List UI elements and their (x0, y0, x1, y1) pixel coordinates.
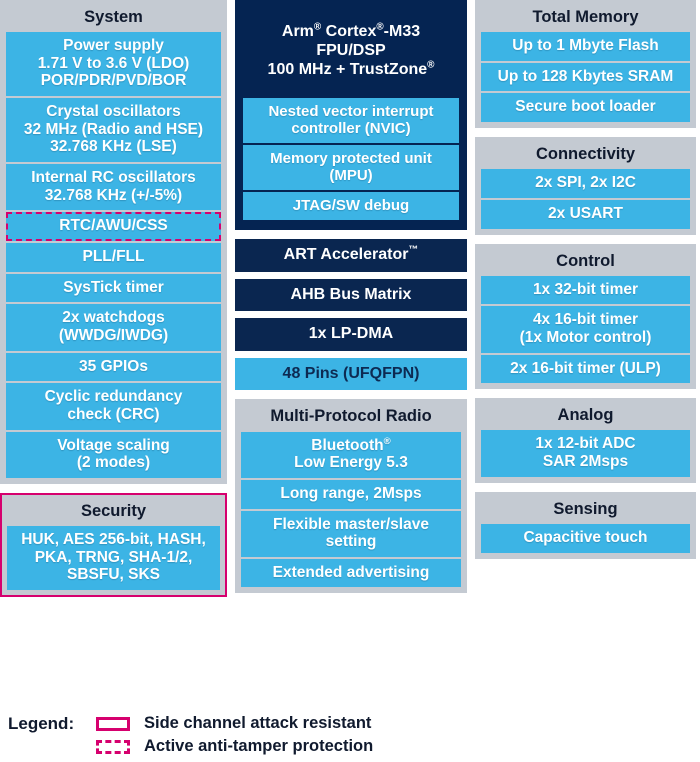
control-cell-list: 1x 32-bit timer 4x 16-bit timer (1x Motor … (481, 275, 690, 384)
connectivity-cell-list: 2x SPI, 2x I2C 2x USART (481, 169, 690, 229)
total-memory-cell-list: Up to 1 Mbyte Flash Up to 128 Kbytes SRAM… (481, 32, 690, 123)
sensing-cell-list: Capacitive touch (481, 523, 690, 553)
block-cell: 2x watchdogs (WWDG/IWDG) (6, 304, 221, 351)
panel-total-memory: Total Memory Up to 1 Mbyte Flash Up to 12… (475, 0, 696, 129)
block-cell: Extended advertising (241, 558, 461, 588)
legend: Legend: Side channel attack resistant Ac… (8, 712, 528, 758)
panel-title-analog: Analog (557, 406, 614, 425)
block-cell: RTC/AWU/CSS (6, 212, 221, 242)
bus-bar: ART Accelerator™ (235, 239, 467, 272)
analog-cell-list: 1x 12-bit ADC SAR 2Msps (481, 430, 690, 477)
column-peripherals: Total Memory Up to 1 Mbyte Flash Up to 12… (475, 0, 696, 559)
block-cell: 1x 12-bit ADC SAR 2Msps (481, 430, 690, 477)
legend-label: Legend: (8, 713, 75, 733)
block-cell: Bluetooth® Low Energy 5.3 (241, 431, 461, 478)
panel-control: Control 1x 32-bit timer 4x 16-bit timer (1… (475, 243, 696, 390)
column-core: Arm® Cortex®-M33 FPU/DSP 100 MHz + TrustZo… (235, 0, 467, 594)
block-cell: Flexible master/slave setting (241, 510, 461, 557)
block-cell: 2x SPI, 2x I2C (481, 169, 690, 198)
block-cell: Up to 1 Mbyte Flash (481, 32, 690, 61)
bus-bar: 1x LP-DMA (235, 318, 467, 351)
legend-swatch-solid-icon (96, 716, 130, 731)
security-cell-list: HUK, AES 256-bit, HASH, PKA, TRNG, SHA-1/… (7, 526, 220, 591)
block-cell: Voltage scaling (2 modes) (6, 431, 221, 478)
panel-cpu-core: Arm® Cortex®-M33 FPU/DSP 100 MHz + TrustZo… (235, 0, 467, 231)
panel-title-connectivity: Connectivity (535, 145, 636, 164)
bus-bar-list: ART Accelerator™ AHB Bus Matrix 1x LP-DMA 4… (235, 239, 467, 391)
panel-title-security: Security (80, 501, 147, 520)
cpu-core-title: Arm® Cortex®-M33 FPU/DSP 100 MHz + TrustZo… (267, 21, 435, 79)
panel-title-sensing: Sensing (553, 499, 618, 518)
block-cell: 2x 16-bit timer (ULP) (481, 354, 690, 384)
block-cell: 35 GPIOs (6, 352, 221, 382)
block-cell: 2x USART (481, 199, 690, 229)
block-cell: Nested vector interrupt controller (NVIC) (243, 97, 459, 143)
panel-title-radio: Multi-Protocol Radio (270, 407, 432, 426)
legend-text: Active anti-tamper protection (144, 737, 374, 755)
system-cell-list: Power supply 1.71 V to 3.6 V (LDO) POR/PDR… (6, 32, 221, 478)
block-cell: HUK, AES 256-bit, HASH, PKA, TRNG, SHA-1/… (7, 526, 220, 591)
block-cell: Up to 128 Kbytes SRAM (481, 62, 690, 92)
panel-radio: Multi-Protocol Radio Bluetooth® Low Energ… (235, 399, 467, 594)
legend-row: Legend: Side channel attack resistant (8, 712, 528, 735)
bus-bar: AHB Bus Matrix (235, 278, 467, 312)
core-cell-list: Nested vector interrupt controller (NVIC)… (243, 97, 459, 221)
block-cell: Capacitive touch (481, 523, 690, 553)
legend-text: Side channel attack resistant (144, 714, 372, 732)
panel-system: System Power supply 1.71 V to 3.6 V (LDO)… (0, 0, 227, 484)
block-cell: Power supply 1.71 V to 3.6 V (LDO) POR/PDR… (6, 32, 221, 97)
block-cell: JTAG/SW debug (243, 191, 459, 221)
diagram-columns: System Power supply 1.71 V to 3.6 V (LDO)… (0, 0, 696, 598)
block-cell: Internal RC oscillators 32.768 KHz (+/-5%… (6, 164, 221, 211)
panel-title-control: Control (556, 251, 615, 270)
bus-bar: 48 Pins (UFQFPN) (235, 357, 467, 391)
block-cell: 4x 16-bit timer (1x Motor control) (481, 306, 690, 353)
block-cell: Cyclic redundancy check (CRC) (6, 383, 221, 430)
block-cell: Memory protected unit (MPU) (243, 144, 459, 190)
block-cell: 1x 32-bit timer (481, 275, 690, 305)
block-cell: PLL/FLL (6, 243, 221, 272)
block-cell: Long range, 2Msps (241, 479, 461, 509)
panel-sensing: Sensing Capacitive touch (475, 491, 696, 559)
radio-cell-list: Bluetooth® Low Energy 5.3 Long range, 2Msp… (241, 431, 461, 588)
block-cell: Crystal oscillators 32 MHz (Radio and HSE… (6, 98, 221, 163)
legend-row: Active anti-tamper protection (8, 735, 528, 758)
panel-security: Security HUK, AES 256-bit, HASH, PKA, TRN… (0, 492, 227, 598)
block-cell: SysTick timer (6, 273, 221, 303)
block-cell: Secure boot loader (481, 93, 690, 123)
panel-connectivity: Connectivity 2x SPI, 2x I2C 2x USART (475, 137, 696, 235)
column-system: System Power supply 1.71 V to 3.6 V (LDO)… (0, 0, 227, 598)
panel-analog: Analog 1x 12-bit ADC SAR 2Msps (475, 398, 696, 483)
panel-title-system: System (84, 8, 143, 26)
legend-swatch-dashed-icon (96, 739, 130, 754)
panel-title-total-memory: Total Memory (532, 8, 639, 26)
